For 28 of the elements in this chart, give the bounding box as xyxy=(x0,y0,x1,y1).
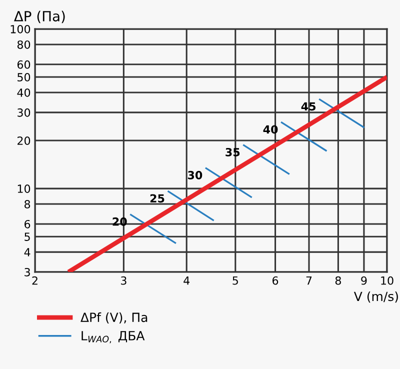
x-tick-label: 5 xyxy=(232,276,238,285)
x-tick-label: 7 xyxy=(306,276,312,285)
y-tick-label: 6 xyxy=(24,220,30,228)
x-tick-label: 2 xyxy=(32,276,38,285)
y-tick-label: 40 xyxy=(17,88,30,97)
y-tick-label: 100 xyxy=(10,24,30,34)
annotation: 30 xyxy=(188,170,202,180)
y-tick-label: 60 xyxy=(17,60,30,69)
x-tick-label: 4 xyxy=(184,276,190,285)
y-tick-label: 5 xyxy=(24,232,30,241)
y-tick-label: 50 xyxy=(18,73,30,82)
annotation: 25 xyxy=(150,194,164,203)
y-tick-label: 20 xyxy=(18,136,30,145)
x-tick-label: 8 xyxy=(335,276,341,285)
x-axis-title: V (m/s) xyxy=(354,291,398,303)
legend-label: L$_{WAO,}$ ДБА xyxy=(82,331,145,344)
y-tick-label: 8 xyxy=(24,200,30,208)
legend-label: ΔPf (V), Па xyxy=(80,312,148,324)
x-tick-label: 10 xyxy=(381,276,394,285)
x-tick-label: 9 xyxy=(361,276,367,285)
y-tick-label: 3 xyxy=(24,268,30,276)
x-tick-label: 3 xyxy=(120,276,126,285)
y-tick-label: 4 xyxy=(24,248,30,256)
y-tick-label: 30 xyxy=(18,108,30,117)
y-tick-label: 80 xyxy=(17,40,30,49)
y-axis-title: ΔP (Па) xyxy=(14,10,65,24)
x-tick-label: 6 xyxy=(272,276,278,285)
y-tick-label: 10 xyxy=(18,184,30,193)
